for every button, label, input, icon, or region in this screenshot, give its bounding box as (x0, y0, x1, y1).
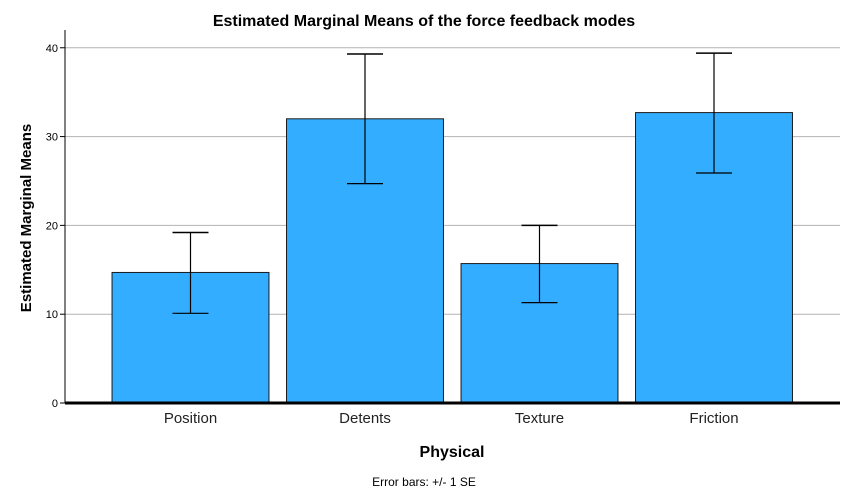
error-bars (172, 52, 732, 314)
y-axis-label: Estimated Marginal Means (18, 124, 35, 312)
error-bar-footnote: Error bars: +/- 1 SE (372, 475, 476, 489)
y-tick-label-40: 40 (46, 43, 58, 55)
y-tick-label-30: 30 (46, 132, 58, 144)
y-tick-label-10: 10 (46, 309, 58, 321)
x-tick-label-position: Position (164, 410, 217, 427)
chart-title: Estimated Marginal Means of the force fe… (213, 13, 635, 30)
x-tick-label-detents: Detents (339, 410, 391, 427)
y-tick-label-0: 0 (52, 398, 58, 410)
bars (111, 112, 793, 404)
x-tick-label-texture: Texture (515, 410, 564, 427)
x-tick-label-friction: Friction (689, 410, 738, 427)
x-tick-labels: Position Detents Texture Friction (164, 410, 739, 427)
y-tick-label-20: 20 (46, 220, 58, 232)
y-tick-labels: 0 10 20 30 40 (46, 43, 58, 410)
x-axis-label: Physical (420, 444, 485, 461)
axes (60, 30, 840, 405)
